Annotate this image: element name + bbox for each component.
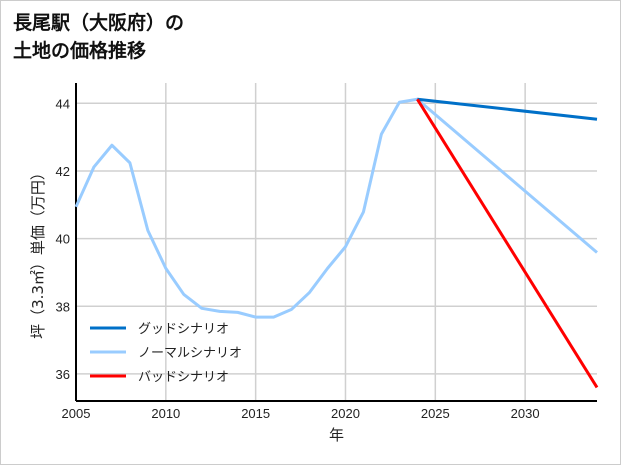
x-tick-label: 2015 (241, 406, 270, 421)
y-tick-label: 44 (56, 96, 70, 111)
y-tick-label: 36 (56, 367, 70, 382)
series-line-1 (74, 97, 598, 319)
legend-label: バッドシナリオ (138, 370, 229, 385)
title-line-1: 長尾駅（大阪府）の (13, 12, 185, 34)
chart-title: 長尾駅（大阪府）の 土地の価格推移 (13, 9, 184, 65)
x-axis-label: 年 (329, 426, 344, 444)
series-line-2 (416, 98, 599, 389)
x-tick-label: 2030 (511, 406, 540, 421)
x-tick-label: 2005 (62, 406, 91, 421)
x-tick-label: 2020 (331, 406, 360, 421)
x-tick-label: 2025 (421, 406, 450, 421)
y-tick-label: 40 (56, 232, 70, 247)
x-tick-label: 2010 (151, 406, 180, 421)
legend-label: ノーマルシナリオ (138, 346, 242, 361)
legend-label: グッドシナリオ (138, 322, 229, 337)
y-tick-label: 42 (56, 164, 70, 179)
y-tick-label: 38 (56, 299, 70, 314)
series-line-0 (417, 97, 598, 121)
y-axis-label: 坪（3.3㎡）単価（万円） (29, 165, 47, 339)
title-line-2: 土地の価格推移 (13, 40, 147, 62)
